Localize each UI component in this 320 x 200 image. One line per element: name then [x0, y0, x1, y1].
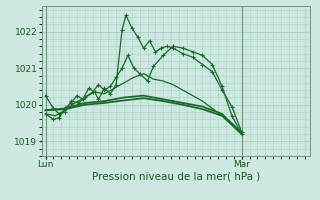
X-axis label: Pression niveau de la mer( hPa ): Pression niveau de la mer( hPa )	[92, 172, 260, 182]
